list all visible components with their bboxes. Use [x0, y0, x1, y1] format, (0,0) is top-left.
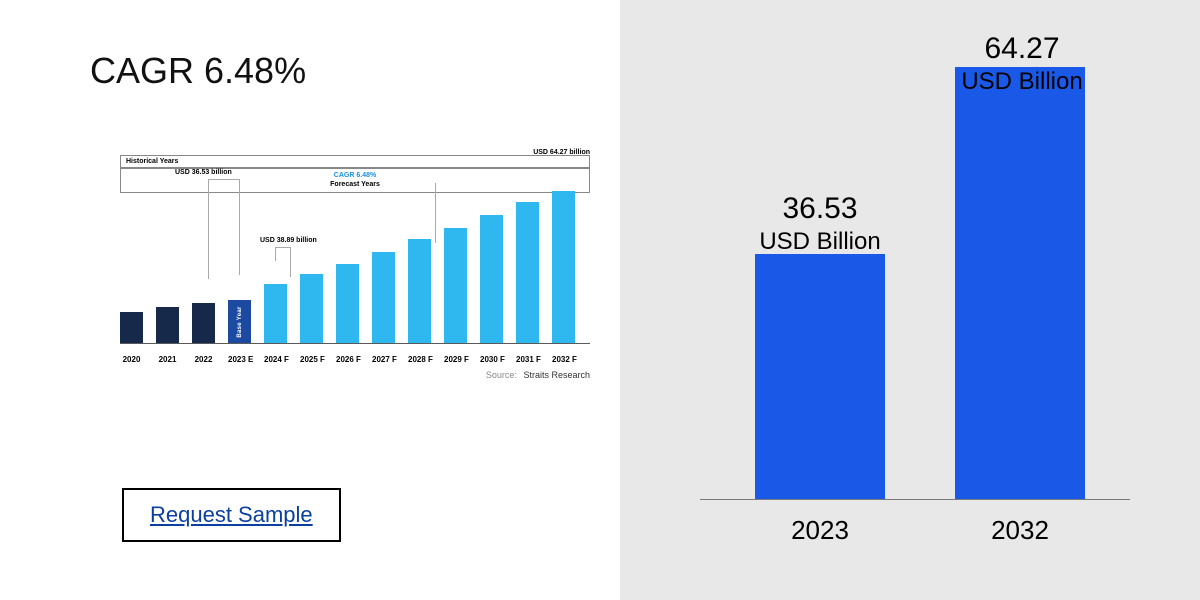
source-label: Source:: [486, 370, 517, 380]
forecast-chart-bar: [120, 312, 143, 343]
source-value: Straits Research: [523, 370, 590, 380]
forecast-chart-bar: [192, 303, 215, 343]
forecast-chart-xlabel: 2027 F: [372, 355, 395, 364]
forecast-chart-xlabel: 2020: [120, 355, 143, 364]
anno-usd-left: USD 36.53 billion: [175, 169, 232, 176]
forecast-chart: USD 36.53 billion USD 38.89 billion USD …: [120, 155, 590, 370]
chart-source: Source: Straits Research: [486, 370, 590, 380]
comparison-chart-value: 36.53USD Billion: [730, 192, 910, 256]
forecast-chart-xlabel: 2026 F: [336, 355, 359, 364]
base-year-label: Base Year: [237, 306, 243, 337]
forecast-chart-bar: [300, 274, 323, 343]
forecast-chart-bar: [552, 191, 575, 343]
comparison-chart-bar: [755, 254, 885, 499]
forecast-chart-xlabel: 2025 F: [300, 355, 323, 364]
forecast-chart-bar: [264, 284, 287, 343]
anno-historical-box: Historical Years: [120, 155, 590, 168]
forecast-chart-bar: Base Year: [228, 300, 251, 343]
left-panel: CAGR 6.48% USD 36.53 billion USD 38.89 b…: [0, 0, 620, 600]
right-panel: 2023 36.53USD Billion 2032 64.27USD Billion: [620, 0, 1200, 600]
forecast-chart-xlabel: 2031 F: [516, 355, 539, 364]
forecast-chart-bar: [156, 307, 179, 343]
forecast-chart-xlabels: 2020 2021 2022 2023 E 2024 F 2025 F 2026 F 2027…: [120, 355, 590, 364]
comparison-chart-baseline: [700, 499, 1130, 500]
forecast-chart-xlabel: 2032 F: [552, 355, 575, 364]
forecast-chart-bar: [336, 264, 359, 343]
connector-line: [208, 179, 240, 180]
forecast-chart-bar: [408, 239, 431, 343]
forecast-chart-xlabel: 2024 F: [264, 355, 287, 364]
comparison-chart-xlabel: 2023: [755, 515, 885, 546]
forecast-chart-bar: [516, 202, 539, 343]
forecast-chart-bar: [372, 252, 395, 343]
forecast-chart-xlabel: 2030 F: [480, 355, 503, 364]
request-sample-button[interactable]: Request Sample: [122, 488, 341, 542]
forecast-chart-xlabel: 2029 F: [444, 355, 467, 364]
forecast-chart-xlabel: 2023 E: [228, 355, 251, 364]
comparison-chart-xlabel: 2032: [955, 515, 1085, 546]
forecast-chart-bar: [480, 215, 503, 343]
comparison-chart-bar: [955, 67, 1085, 499]
forecast-chart-bar: [444, 228, 467, 343]
forecast-chart-bars: Base Year: [120, 184, 590, 344]
forecast-chart-xlabel: 2022: [192, 355, 215, 364]
comparison-chart-value: 64.27USD Billion: [932, 32, 1112, 96]
cagr-headline: CAGR 6.48%: [90, 50, 620, 92]
forecast-chart-xlabel: 2028 F: [408, 355, 431, 364]
comparison-chart: 2023 36.53USD Billion 2032 64.27USD Billion: [700, 20, 1130, 560]
forecast-chart-xlabel: 2021: [156, 355, 179, 364]
anno-usd-right: USD 64.27 billion: [533, 149, 590, 156]
